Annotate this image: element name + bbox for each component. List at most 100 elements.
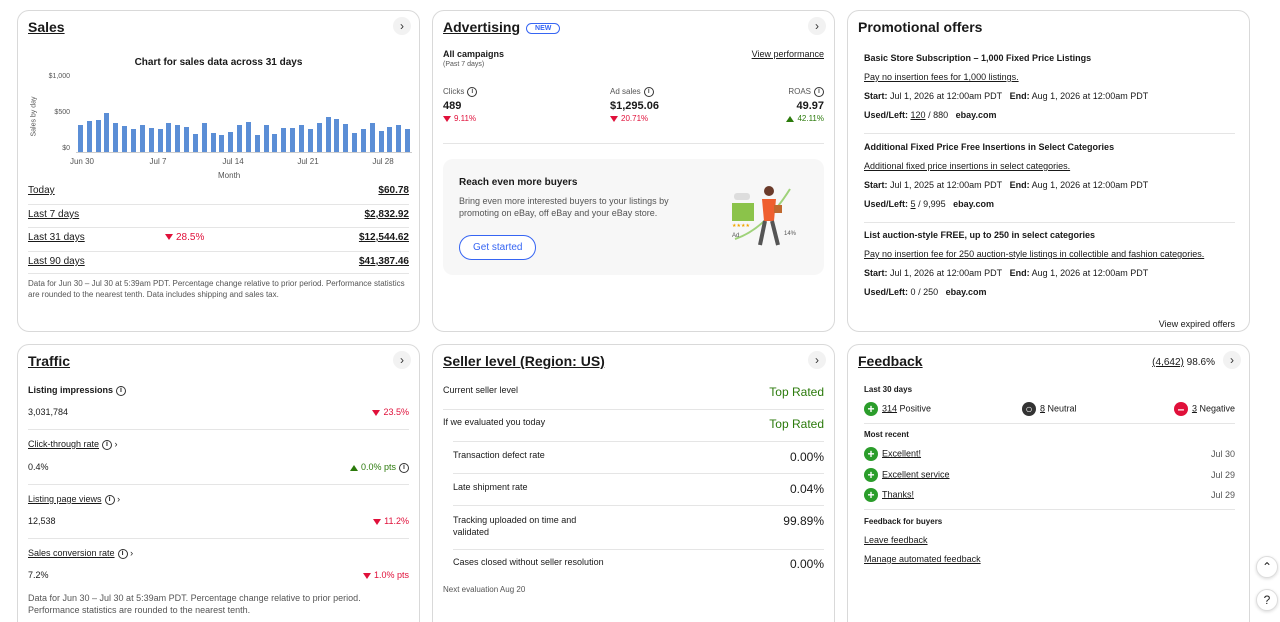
sales-row-31days[interactable]: Last 31 days 28.5% $12,544.62 (28, 232, 409, 250)
offer-link[interactable]: Pay no insertion fees for 1,000 listings… (864, 72, 1019, 82)
traffic-title[interactable]: Traffic (28, 353, 71, 369)
view-expired-offers-link[interactable]: View expired offers (1158, 319, 1235, 329)
plot-area (76, 77, 412, 153)
down-arrow-icon (443, 115, 451, 122)
most-recent-label: Most recent (864, 430, 909, 439)
sales-bar[interactable] (96, 120, 101, 152)
sales-bar[interactable] (87, 121, 92, 152)
down-arrow-icon (373, 518, 382, 525)
sales-bar[interactable] (246, 122, 251, 152)
info-icon[interactable]: i (102, 439, 113, 450)
traffic-metric-label[interactable]: Sales conversion rate i › (28, 548, 134, 559)
info-icon[interactable]: i (399, 462, 409, 473)
sales-bar[interactable] (255, 135, 260, 152)
info-icon[interactable]: i (467, 87, 478, 97)
sales-bar[interactable] (290, 128, 295, 152)
chevron-right-icon[interactable]: › (1223, 351, 1241, 369)
sales-bar[interactable] (396, 125, 401, 152)
info-icon[interactable]: i (814, 87, 824, 97)
chevron-right-icon[interactable]: › (130, 548, 134, 558)
traffic-metric-label[interactable]: Listing page views i › (28, 494, 121, 505)
help-button[interactable]: ? (1256, 589, 1278, 611)
offer-link[interactable]: Additional fixed price insertions in sel… (864, 161, 1071, 171)
chevron-right-icon[interactable]: › (393, 17, 411, 35)
sales-row-today[interactable]: Today $60.78 (28, 185, 409, 203)
sales-bar[interactable] (158, 129, 163, 152)
seller-metric-row: Transaction defect rate 0.00% (453, 450, 824, 464)
advertising-title[interactable]: Advertising (443, 19, 521, 35)
sales-period-label[interactable]: Last 90 days (28, 256, 85, 267)
info-icon[interactable]: i (116, 385, 127, 396)
sales-bar[interactable] (299, 125, 304, 152)
info-icon[interactable]: i (104, 494, 115, 505)
sales-bar[interactable] (211, 133, 216, 152)
sales-bar[interactable] (237, 125, 242, 152)
offer-name: Basic Store Subscription – 1,000 Fixed P… (864, 53, 1092, 63)
sales-bar[interactable] (361, 129, 366, 152)
get-started-button[interactable]: Get started (459, 235, 537, 260)
traffic-metric-row: 0.4% 0.0% pts i (28, 462, 409, 473)
sales-bar[interactable] (140, 125, 145, 152)
scroll-top-button[interactable]: ⌃ (1256, 556, 1278, 578)
sales-bar[interactable] (78, 125, 83, 152)
sales-bar[interactable] (264, 125, 269, 152)
promo-text: Bring even more interested buyers to you… (459, 196, 669, 218)
manage-automated-feedback-link[interactable]: Manage automated feedback (864, 554, 981, 564)
chevron-right-icon[interactable]: › (808, 17, 826, 35)
sales-bar[interactable] (166, 123, 171, 152)
x-axis-label: Month (218, 171, 241, 180)
sales-period-value: $2,832.92 (364, 209, 410, 220)
sales-bar[interactable] (272, 134, 277, 152)
leave-feedback-link[interactable]: Leave feedback (864, 535, 928, 545)
offer-used-count[interactable]: 120 (910, 110, 926, 120)
svg-text:★★★★: ★★★★ (732, 223, 750, 229)
metric-ad-sales: Ad sales i $1,295.06 20.71% (610, 87, 659, 123)
chevron-right-icon[interactable]: › (117, 494, 121, 504)
current-seller-level-row: Current seller level Top Rated (443, 385, 824, 399)
view-performance-link[interactable]: View performance (751, 49, 824, 59)
sales-period-label[interactable]: Last 31 days (28, 232, 85, 243)
sales-bar[interactable] (405, 129, 410, 152)
sales-bar[interactable] (352, 133, 357, 152)
traffic-metric-label[interactable]: Click-through rate i › (28, 439, 118, 450)
new-badge: NEW (526, 22, 561, 34)
sales-bar[interactable] (113, 123, 118, 152)
sales-bar[interactable] (219, 135, 224, 152)
sales-bar[interactable] (326, 117, 331, 152)
traffic-metric-value: 0.4% (28, 462, 49, 472)
chevron-right-icon[interactable]: › (808, 351, 826, 369)
sales-bar[interactable] (122, 126, 127, 152)
sales-bar[interactable] (228, 132, 233, 152)
sales-bar[interactable] (370, 123, 375, 152)
sales-bar[interactable] (149, 128, 154, 152)
sales-bar[interactable] (334, 119, 339, 152)
sales-bar[interactable] (308, 129, 313, 152)
offer-link[interactable]: Pay no insertion fee for 250 auction-sty… (864, 249, 1205, 259)
sales-bar[interactable] (131, 129, 136, 152)
sales-bar[interactable] (202, 123, 207, 152)
sales-bar[interactable] (175, 125, 180, 152)
chevron-right-icon[interactable]: › (393, 351, 411, 369)
sales-bar[interactable] (379, 131, 384, 152)
evaluated-today-value: Top Rated (769, 417, 824, 431)
sales-bar[interactable] (184, 127, 189, 152)
feedback-title[interactable]: Feedback (858, 353, 923, 369)
sales-bar[interactable] (193, 134, 198, 152)
sales-row-7days[interactable]: Last 7 days $2,832.92 (28, 209, 409, 227)
sales-bar[interactable] (343, 124, 348, 152)
sales-bar[interactable] (104, 113, 109, 152)
info-icon[interactable]: i (643, 87, 654, 97)
campaigns-period: (Past 7 days) (443, 61, 485, 68)
sales-bar[interactable] (317, 123, 322, 152)
sales-bar[interactable] (281, 128, 286, 152)
feedback-recent-item: + Excellent service Jul 29 (864, 468, 1235, 482)
info-icon[interactable]: i (117, 548, 128, 559)
sales-bar[interactable] (387, 127, 392, 152)
chevron-right-icon[interactable]: › (114, 439, 118, 449)
sales-row-90days[interactable]: Last 90 days $41,387.46 (28, 256, 409, 274)
sales-period-label[interactable]: Last 7 days (28, 209, 80, 220)
offer-used-count[interactable]: 5 (910, 199, 916, 209)
sales-title[interactable]: Sales (28, 19, 65, 35)
seller-level-title[interactable]: Seller level (Region: US) (443, 353, 605, 369)
sales-period-label[interactable]: Today (28, 185, 55, 196)
